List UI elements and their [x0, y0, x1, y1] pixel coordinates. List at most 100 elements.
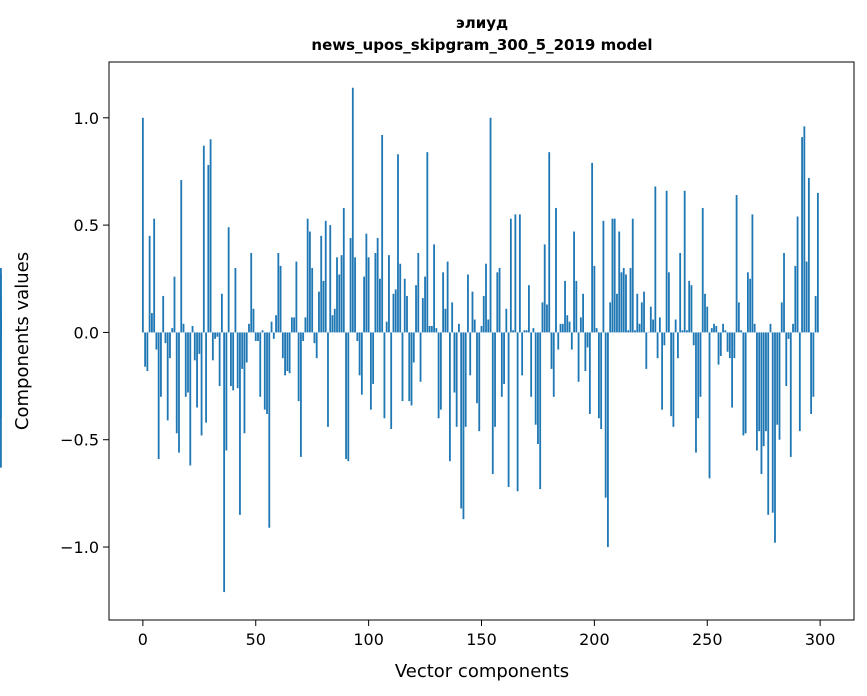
bar	[679, 253, 682, 333]
bar	[446, 261, 449, 333]
bar	[649, 306, 652, 333]
bar	[532, 328, 535, 333]
bar	[521, 332, 524, 376]
bar	[681, 330, 684, 333]
bar	[785, 332, 788, 387]
bar	[751, 214, 754, 333]
bar	[448, 332, 451, 462]
bar	[406, 295, 408, 333]
bar	[458, 323, 460, 333]
bar	[744, 332, 747, 434]
bar	[514, 214, 517, 333]
bar	[460, 332, 463, 509]
bar	[600, 332, 603, 429]
x-axis-label: Vector components	[395, 661, 569, 682]
bar	[480, 325, 483, 333]
bar	[157, 332, 160, 460]
bar	[722, 323, 724, 333]
bar	[564, 280, 566, 333]
bar	[166, 332, 169, 421]
bar	[381, 134, 384, 333]
bar	[643, 291, 645, 333]
bar	[550, 332, 553, 369]
bar	[724, 330, 727, 333]
bar	[345, 332, 347, 460]
bar	[340, 255, 343, 333]
bar	[277, 253, 280, 333]
bar	[336, 257, 338, 333]
bar	[259, 332, 262, 397]
bar	[597, 332, 600, 419]
bar	[462, 332, 465, 520]
bar	[740, 330, 743, 333]
bar	[665, 190, 668, 333]
bar	[658, 317, 661, 333]
bar	[473, 319, 476, 333]
bar	[150, 313, 153, 333]
bar	[688, 280, 691, 333]
bar	[742, 332, 745, 436]
bar	[360, 332, 363, 395]
bar	[575, 280, 578, 333]
bar	[500, 332, 503, 397]
bar	[798, 332, 801, 432]
bar	[566, 315, 569, 333]
bar	[661, 332, 664, 410]
bar	[171, 328, 174, 333]
bar	[439, 332, 442, 410]
bar	[173, 276, 176, 333]
bar	[737, 302, 740, 333]
bar	[437, 332, 440, 419]
bar	[625, 274, 627, 333]
bar-series	[0, 87, 819, 593]
bar	[701, 207, 704, 333]
bar	[160, 332, 162, 397]
x-tick-label: 250	[692, 630, 723, 649]
bar	[568, 321, 571, 333]
bar	[733, 332, 736, 359]
bar	[713, 323, 715, 333]
bar	[209, 139, 212, 333]
bar	[290, 317, 293, 333]
bar	[530, 332, 533, 397]
bar	[774, 332, 776, 543]
bar	[677, 332, 679, 359]
bar	[322, 280, 325, 333]
bar	[304, 317, 307, 333]
bar	[327, 332, 329, 427]
bar	[525, 330, 528, 333]
bar	[731, 332, 733, 408]
bar	[796, 216, 799, 333]
bar	[708, 332, 711, 479]
bar	[207, 165, 210, 333]
bar	[451, 302, 454, 333]
bar	[401, 332, 404, 402]
bar	[369, 332, 372, 410]
bar	[690, 285, 693, 333]
bar	[577, 332, 580, 382]
bar	[485, 263, 487, 333]
bar	[674, 319, 677, 333]
bar	[631, 218, 634, 333]
plot-frame	[108, 61, 855, 621]
bar	[367, 257, 370, 333]
bar	[735, 195, 738, 333]
bar	[349, 237, 352, 333]
bar	[717, 332, 720, 365]
x-axis-ticks: 0 50 100 150 200 250 300	[138, 620, 835, 649]
bar	[275, 315, 277, 333]
bar	[686, 330, 688, 333]
bar	[505, 308, 508, 333]
bar	[704, 293, 706, 333]
bar	[241, 332, 244, 369]
bar	[245, 332, 248, 363]
bar	[193, 332, 196, 361]
bar	[250, 253, 253, 333]
bar	[444, 308, 447, 333]
bar	[252, 308, 255, 333]
bar	[476, 332, 478, 404]
bar	[629, 268, 632, 333]
bar	[351, 87, 354, 333]
bar	[683, 190, 686, 333]
